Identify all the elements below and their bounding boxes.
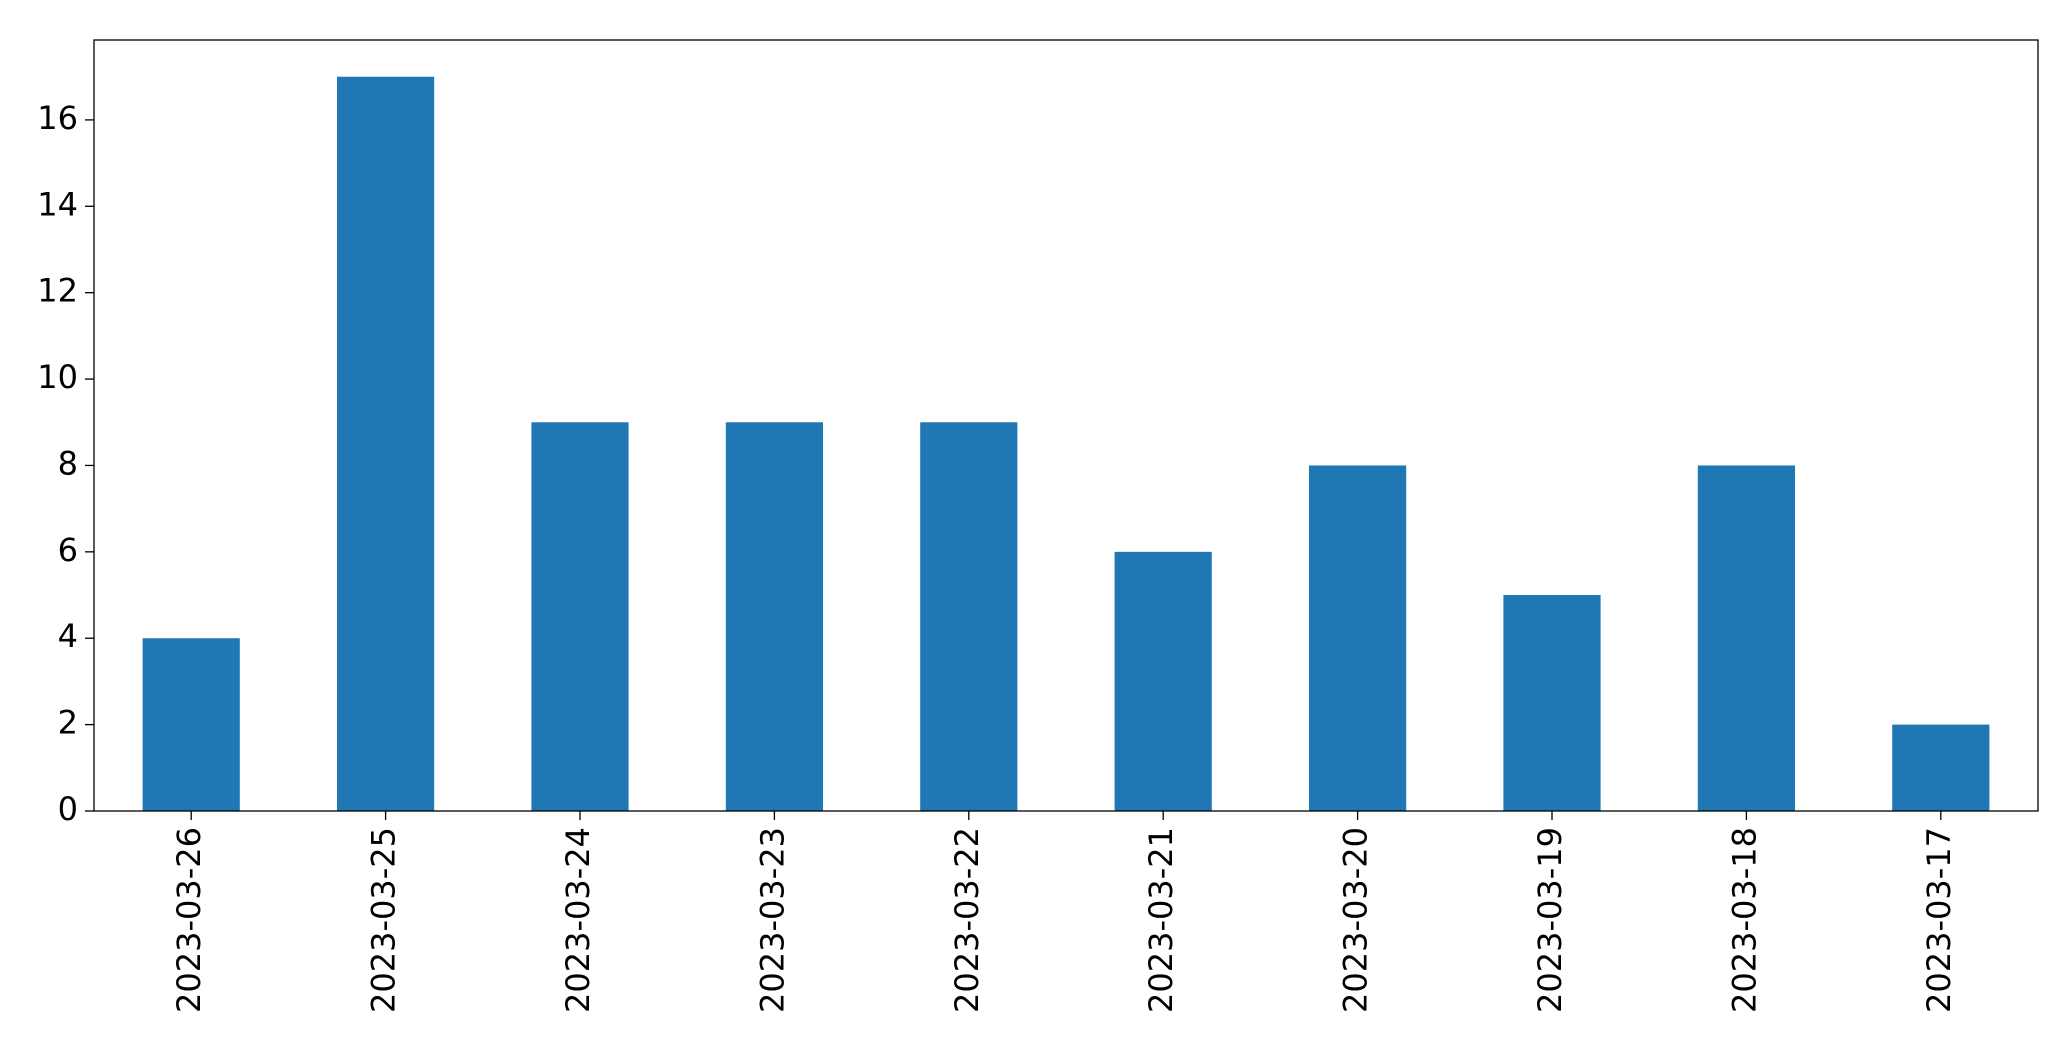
x-tick-label: 2023-03-19 <box>1531 827 1569 1013</box>
x-tick-label: 2023-03-24 <box>559 827 597 1013</box>
bar <box>142 638 240 811</box>
y-tick-label: 12 <box>37 272 78 310</box>
x-tick-label: 2023-03-17 <box>1920 827 1958 1013</box>
bar <box>1309 465 1407 811</box>
x-tick-label: 2023-03-22 <box>948 827 986 1013</box>
bar <box>725 422 823 811</box>
bar <box>1697 465 1795 811</box>
bar <box>337 76 435 811</box>
bar <box>531 422 629 811</box>
x-tick-label: 2023-03-26 <box>170 827 208 1013</box>
bar <box>920 422 1018 811</box>
y-tick-label: 0 <box>58 790 78 828</box>
bar <box>1503 595 1601 811</box>
bar <box>1114 551 1212 811</box>
y-tick-label: 6 <box>58 531 78 569</box>
y-tick-label: 4 <box>58 617 78 655</box>
y-tick-label: 10 <box>37 358 78 396</box>
x-tick-label: 2023-03-23 <box>753 827 791 1013</box>
y-tick-label: 8 <box>58 444 78 482</box>
x-tick-label: 2023-03-25 <box>365 827 403 1013</box>
x-tick-label: 2023-03-20 <box>1337 827 1375 1013</box>
y-tick-label: 16 <box>37 99 78 137</box>
y-tick-label: 2 <box>58 704 78 742</box>
x-tick-label: 2023-03-21 <box>1142 827 1180 1013</box>
y-tick-label: 14 <box>37 185 78 223</box>
bar <box>1892 724 1990 811</box>
plot-frame <box>93 39 2039 812</box>
x-tick-label: 2023-03-18 <box>1725 827 1763 1013</box>
